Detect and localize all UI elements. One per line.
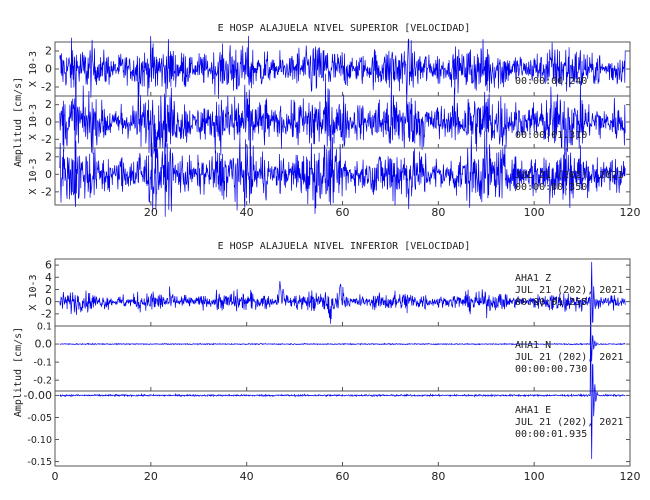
upper-title: E HOSP ALAJUELA NIVEL SUPERIOR [VELOCIDA…: [218, 23, 471, 34]
scale-label: X 10-3: [28, 104, 39, 140]
y-tick-label: -0.1: [33, 358, 52, 369]
lower-title: E HOSP ALAJUELA NIVEL INFERIOR [VELOCIDA…: [218, 241, 471, 252]
scale-label: X 10-3: [28, 51, 39, 87]
trace-annotation: JUL 21 (202), 2021: [515, 352, 623, 363]
y-tick-label: -0.2: [33, 376, 52, 387]
trace-annotation: 00:00:01.310: [515, 130, 587, 141]
trace-annotation: 00:00:00.240: [515, 76, 587, 87]
y-tick-label: 0: [45, 63, 52, 76]
y-tick-label: 4: [45, 271, 52, 284]
scale-label: X 10-3: [28, 274, 39, 310]
y-tick-label: 0: [45, 116, 52, 129]
y-tick-label: -0.00: [24, 389, 52, 402]
y-tick-label: -2: [41, 133, 52, 146]
x-tick-label: 80: [431, 470, 445, 483]
trace-annotation: AHA1 E: [515, 405, 551, 416]
y-tick-label: -0.15: [27, 457, 52, 468]
x-tick-label: 20: [144, 470, 158, 483]
y-tick-label: 0.1: [37, 322, 52, 333]
waveform-trace: [59, 124, 626, 217]
trace-annotation: JUL 21 (202), 2021: [515, 170, 623, 181]
trace-annotation: JUL 21 (202), 2021: [515, 285, 623, 296]
trace-annotation: JUL 21 (202), 2021: [515, 417, 623, 428]
scale-label: X 10-3: [28, 158, 39, 194]
y-tick-label: -2: [41, 185, 52, 198]
trace-annotation: 00:00:00.350: [515, 182, 587, 193]
waveform-trace: [59, 73, 626, 173]
x-tick-label: 60: [336, 470, 350, 483]
waveform-trace: [59, 335, 626, 460]
y-tick-label: -0.10: [27, 435, 52, 446]
x-tick-label: 20: [144, 206, 158, 219]
x-tick-label: 120: [620, 206, 641, 219]
x-tick-label: 120: [620, 470, 641, 483]
y-tick-label: 2: [45, 283, 52, 296]
x-tick-label: 40: [240, 206, 254, 219]
y-tick-label: 0: [45, 295, 52, 308]
x-tick-label: 100: [524, 470, 545, 483]
waveform-trace: [59, 327, 626, 362]
y-tick-label: 2: [45, 98, 52, 111]
x-tick-label: 60: [336, 206, 350, 219]
x-tick-label: 0: [52, 470, 59, 483]
y-tick-label: 2: [45, 45, 52, 58]
trace-annotation: 00:00:01.935: [515, 429, 587, 440]
trace-annotation: AHA1 N: [515, 340, 551, 351]
x-tick-label: 80: [431, 206, 445, 219]
trace-annotation: 00:00:00.730: [515, 364, 587, 375]
y-tick-label: -2: [41, 81, 52, 94]
y-tick-label: -0.05: [27, 413, 52, 424]
waveform-trace: [59, 261, 626, 340]
trace-annotation: AHA1 Z: [515, 273, 551, 284]
trace-annotation: 00:00:01.255: [515, 297, 587, 308]
upper-chart: -2 0 2 X 10-3 00:00:00.240 -2 0 2 X 10-3 00:00:01…: [28, 35, 641, 219]
x-tick-label: 100: [524, 206, 545, 219]
y-tick-label: 0: [45, 168, 52, 181]
y-tick-label: 6: [45, 259, 52, 272]
lower-ylabel: Amplitud [cm/s]: [13, 327, 24, 417]
y-tick-label: 0.0: [35, 338, 53, 351]
y-tick-label: 2: [45, 150, 52, 163]
x-tick-label: 40: [240, 470, 254, 483]
waveform-trace: [59, 35, 626, 110]
upper-ylabel: Amplitud [cm/s]: [13, 77, 24, 167]
y-tick-label: -2: [41, 307, 52, 320]
